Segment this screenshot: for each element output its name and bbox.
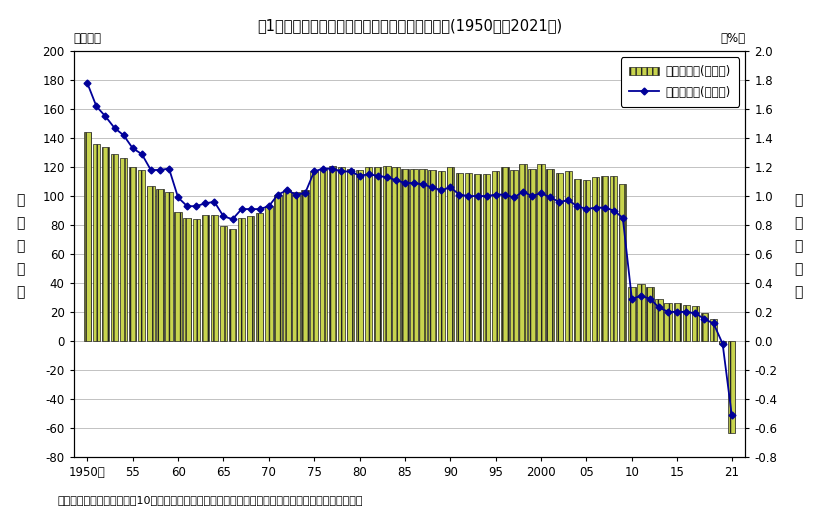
Bar [120,159,127,341]
Bar [619,185,627,341]
Bar [601,176,609,341]
Bar [356,170,364,341]
Bar [437,171,445,341]
Bar [337,167,345,341]
Bar [692,306,699,341]
Bar [129,167,137,341]
Text: （万人）: （万人） [74,32,102,45]
Bar [537,164,545,341]
Bar [501,167,509,341]
Bar [283,190,291,341]
Bar [319,169,327,341]
Bar [147,186,155,341]
Bar [111,154,118,341]
Bar [664,303,672,341]
Bar [419,169,427,341]
Bar [138,170,146,341]
Bar [492,171,500,341]
Bar [93,144,100,341]
Bar [719,341,726,344]
Bar [483,174,491,341]
Bar [183,218,191,341]
Bar [247,216,255,341]
Bar [229,229,236,341]
Bar [374,167,382,341]
Bar [446,167,454,341]
Bar [192,219,200,341]
Bar [710,319,717,341]
Bar [528,169,536,341]
Text: （%）: （%） [720,32,745,45]
Bar [365,167,373,341]
Bar [274,194,282,341]
Bar [310,171,318,341]
Bar [464,173,473,341]
Bar [583,180,590,341]
Bar [410,169,418,341]
Bar [564,171,572,341]
Bar [265,206,273,341]
Bar [156,189,164,341]
Bar [610,176,618,341]
Text: 人
口
増
減
率: 人 口 増 減 率 [794,193,803,299]
Bar [682,305,690,341]
Bar [728,341,735,433]
Bar [328,166,336,341]
Bar [519,164,527,341]
Text: 注）　人口増減率は、前年10月から当年９月までの人口増減数を前年人口（期首人口）で除したもの: 注） 人口増減率は、前年10月から当年９月までの人口増減数を前年人口（期首人口）… [57,496,363,505]
Bar [628,287,636,341]
Bar [392,167,400,341]
Bar [428,170,436,341]
Bar [592,177,600,341]
Bar [210,215,218,341]
Bar [455,173,463,341]
Bar [346,169,355,341]
Bar [256,213,264,341]
Bar [102,147,109,341]
Bar [219,226,227,341]
Bar [301,190,309,341]
Bar [292,192,300,341]
Legend: 人口増減数(左目盛), 人口増減率(右目盛): 人口増減数(左目盛), 人口増減率(右目盛) [621,57,740,107]
Bar [637,284,645,341]
Bar [383,166,391,341]
Bar [546,169,554,341]
Bar [573,179,581,341]
Bar [655,299,663,341]
Bar [401,169,409,341]
Text: 図1　総人口の人口増減数及び人口増減率の推移(1950年～2021年): 図1 総人口の人口増減数及び人口増減率の推移(1950年～2021年) [257,18,562,33]
Bar [646,287,654,341]
Bar [84,132,91,341]
Bar [701,313,708,341]
Bar [174,212,182,341]
Bar [555,173,563,341]
Bar [510,170,518,341]
Bar [201,215,209,341]
Bar [474,174,482,341]
Bar [238,218,246,341]
Text: 人
口
増
減
数: 人 口 増 減 数 [16,193,25,299]
Bar [673,303,681,341]
Bar [165,192,173,341]
